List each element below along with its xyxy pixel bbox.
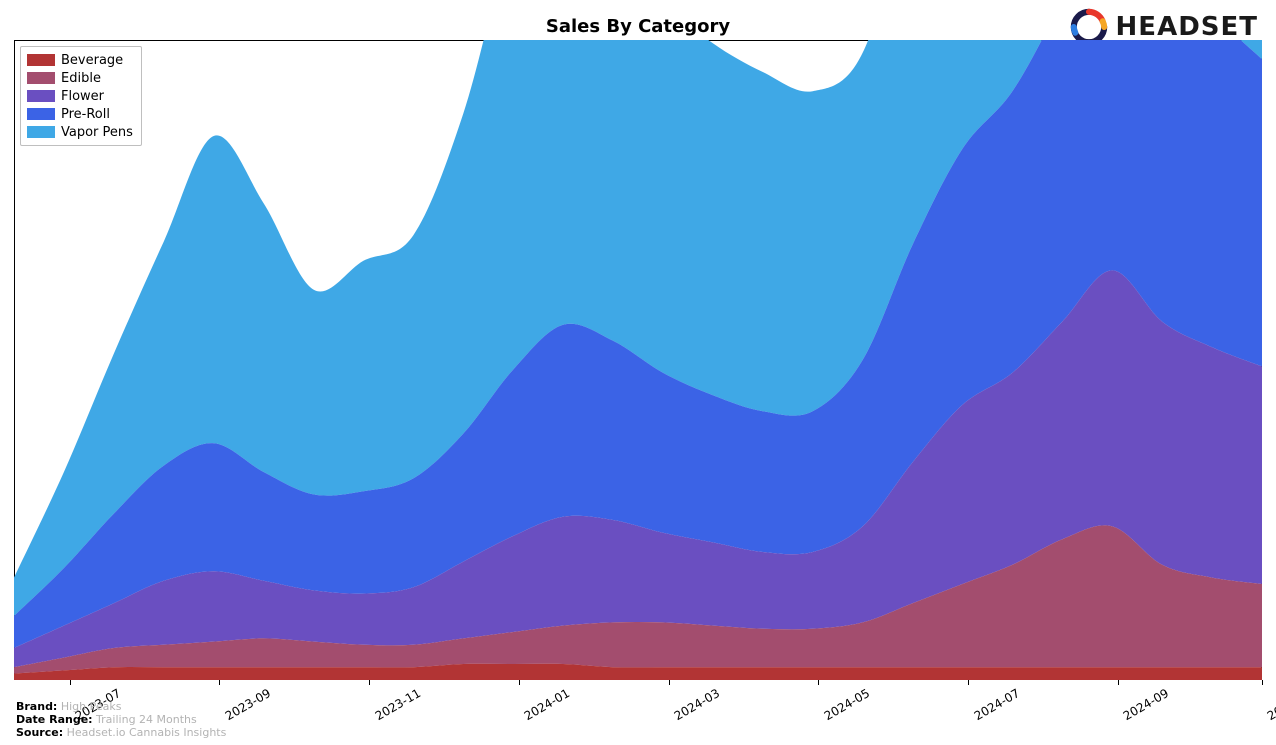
- x-tick-label: 2024-01: [522, 686, 572, 723]
- legend-swatch: [27, 54, 55, 66]
- x-tick-mark: [1118, 680, 1119, 685]
- x-tick-mark: [1262, 680, 1263, 685]
- page: Sales By Category HEADSET BeverageEdible…: [0, 0, 1276, 745]
- legend-swatch: [27, 108, 55, 120]
- x-tick-label: 2024-03: [672, 686, 722, 723]
- legend: Beverage Edible Flower Pre-Roll Vapor Pens: [20, 46, 142, 146]
- legend-item-edible: Edible: [27, 69, 133, 87]
- legend-label: Edible: [61, 71, 101, 86]
- brand-logo-text: HEADSET: [1116, 12, 1258, 42]
- legend-swatch: [27, 72, 55, 84]
- legend-swatch: [27, 90, 55, 102]
- legend-label: Pre-Roll: [61, 107, 110, 122]
- legend-label: Beverage: [61, 53, 123, 68]
- x-tick-mark: [818, 680, 819, 685]
- legend-swatch: [27, 126, 55, 138]
- chart-footer: Brand: High PeaksDate Range: Trailing 24…: [16, 700, 226, 739]
- legend-item-flower: Flower: [27, 87, 133, 105]
- x-tick-label: 2024-05: [822, 686, 872, 723]
- x-tick-mark: [369, 680, 370, 685]
- x-tick-label: 2024-09: [1121, 686, 1171, 723]
- legend-item-pre-roll: Pre-Roll: [27, 105, 133, 123]
- footer-line-date-range: Date Range: Trailing 24 Months: [16, 713, 226, 726]
- legend-label: Vapor Pens: [61, 125, 133, 140]
- footer-line-brand: Brand: High Peaks: [16, 700, 226, 713]
- x-tick-mark: [219, 680, 220, 685]
- x-tick-mark: [968, 680, 969, 685]
- x-tick-mark: [70, 680, 71, 685]
- stacked-area-chart: [14, 40, 1262, 680]
- x-tick-label: 2023-11: [372, 686, 422, 723]
- x-tick-mark: [669, 680, 670, 685]
- x-tick-label: 2023-09: [223, 686, 273, 723]
- x-tick-label: 2024-11: [1265, 686, 1276, 723]
- legend-label: Flower: [61, 89, 104, 104]
- legend-item-beverage: Beverage: [27, 51, 133, 69]
- footer-line-source: Source: Headset.io Cannabis Insights: [16, 726, 226, 739]
- x-tick-mark: [519, 680, 520, 685]
- legend-item-vapor-pens: Vapor Pens: [27, 123, 133, 141]
- x-tick-label: 2024-07: [971, 686, 1021, 723]
